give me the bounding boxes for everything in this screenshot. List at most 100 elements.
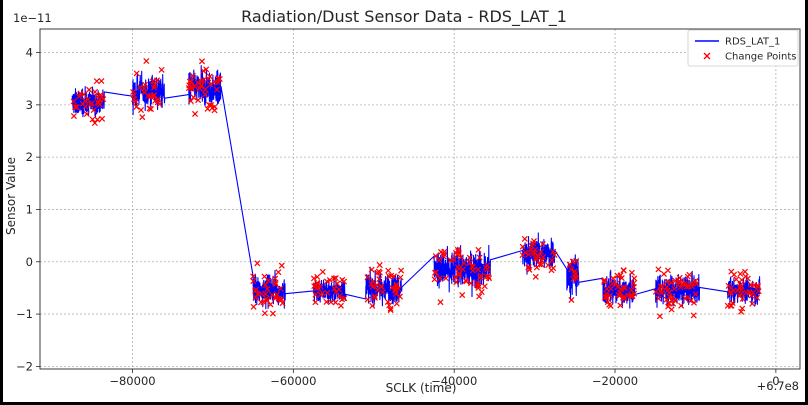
change-point-stroke <box>483 273 490 280</box>
change-point-marker <box>737 270 744 277</box>
change-point-marker <box>535 252 542 260</box>
x-tick-label: −60000 <box>270 374 316 388</box>
change-point-stroke <box>208 102 215 109</box>
change-point-marker <box>260 299 267 306</box>
change-point-marker <box>146 105 153 112</box>
change-point-marker <box>671 285 678 292</box>
change-point-stroke <box>202 91 209 98</box>
change-point-stroke <box>690 299 698 306</box>
change-point-stroke <box>671 285 678 292</box>
y-tick-label: 1 <box>26 202 33 216</box>
x-axis-label: SCLK (time) <box>386 381 457 395</box>
change-point-stroke <box>340 278 348 285</box>
change-point-stroke <box>91 119 98 127</box>
change-point-stroke <box>617 272 624 279</box>
change-point-stroke <box>668 306 675 313</box>
change-point-marker <box>100 96 107 103</box>
change-point-stroke <box>133 103 140 110</box>
change-point-stroke <box>738 308 745 315</box>
change-point-stroke <box>666 293 673 300</box>
change-point-stroke <box>467 280 474 287</box>
change-point-marker <box>147 106 155 113</box>
change-point-stroke <box>195 97 202 104</box>
change-point-marker <box>729 299 736 307</box>
change-point-marker <box>277 285 284 292</box>
change-point-marker <box>530 238 537 245</box>
change-point-stroke <box>754 283 761 290</box>
change-point-marker <box>136 84 143 91</box>
change-point-marker <box>754 294 761 301</box>
change-point-stroke <box>540 253 547 261</box>
change-point-marker <box>686 271 693 278</box>
change-point-marker <box>272 279 279 286</box>
change-point-stroke <box>396 293 403 300</box>
change-point-stroke <box>679 280 686 287</box>
change-point-stroke <box>312 291 319 298</box>
change-point-stroke <box>519 243 526 250</box>
change-point-stroke <box>93 78 100 85</box>
change-point-marker <box>668 279 675 286</box>
change-point-stroke <box>630 283 637 290</box>
change-point-stroke <box>614 283 621 291</box>
change-point-stroke <box>310 275 317 282</box>
change-point-marker <box>398 267 405 274</box>
change-point-marker <box>392 290 399 297</box>
change-point-marker <box>613 280 620 287</box>
change-point-stroke <box>568 266 575 273</box>
change-point-stroke <box>664 267 671 274</box>
change-point-stroke <box>72 104 79 111</box>
change-point-marker <box>319 268 326 275</box>
x-tick-label: −80000 <box>109 374 155 388</box>
change-point-stroke <box>386 302 393 309</box>
legend-label-series: RDS_LAT_1 <box>725 37 780 48</box>
change-point-marker <box>133 70 140 77</box>
change-point-marker <box>437 299 444 306</box>
change-point-marker <box>441 248 448 255</box>
change-point-stroke <box>388 272 395 279</box>
change-point-stroke <box>376 269 383 276</box>
change-point-stroke <box>692 277 699 284</box>
change-point-marker <box>655 295 662 302</box>
change-point-stroke <box>568 296 575 304</box>
change-point-stroke <box>459 292 466 299</box>
change-point-stroke <box>545 262 552 269</box>
legend-label-change-points: Change Points <box>725 52 797 63</box>
change-point-stroke <box>149 78 156 85</box>
change-point-stroke <box>485 273 492 280</box>
change-point-stroke <box>198 81 205 89</box>
change-point-stroke <box>477 272 484 279</box>
change-point-stroke <box>475 266 482 273</box>
change-point-stroke <box>690 312 697 319</box>
change-point-marker <box>334 280 341 287</box>
change-point-stroke <box>548 257 555 264</box>
change-point-marker <box>149 78 156 85</box>
change-point-marker <box>538 257 545 264</box>
change-point-marker <box>607 285 614 292</box>
change-point-marker <box>215 75 222 82</box>
change-point-marker <box>618 275 625 282</box>
change-point-stroke <box>656 313 663 320</box>
change-point-marker <box>257 299 265 306</box>
change-point-stroke <box>733 276 740 283</box>
y-tick-label: −1 <box>16 307 33 321</box>
change-point-marker <box>631 275 638 282</box>
change-point-marker <box>733 276 740 283</box>
change-point-marker <box>369 283 376 290</box>
change-point-stroke <box>250 278 257 285</box>
change-point-marker <box>532 246 539 253</box>
change-point-marker <box>573 258 580 265</box>
change-point-stroke <box>364 274 371 281</box>
change-point-marker <box>477 272 484 279</box>
change-point-stroke <box>467 259 474 266</box>
change-point-marker <box>384 298 391 305</box>
change-point-marker <box>200 77 207 84</box>
change-point-marker <box>693 280 700 287</box>
change-point-stroke <box>216 75 223 82</box>
change-point-stroke <box>313 285 320 292</box>
change-point-marker <box>539 241 546 248</box>
change-point-marker <box>80 91 87 98</box>
change-point-stroke <box>341 295 348 302</box>
change-point-stroke <box>672 277 679 284</box>
change-point-stroke <box>486 275 493 282</box>
change-point-stroke <box>551 251 558 258</box>
